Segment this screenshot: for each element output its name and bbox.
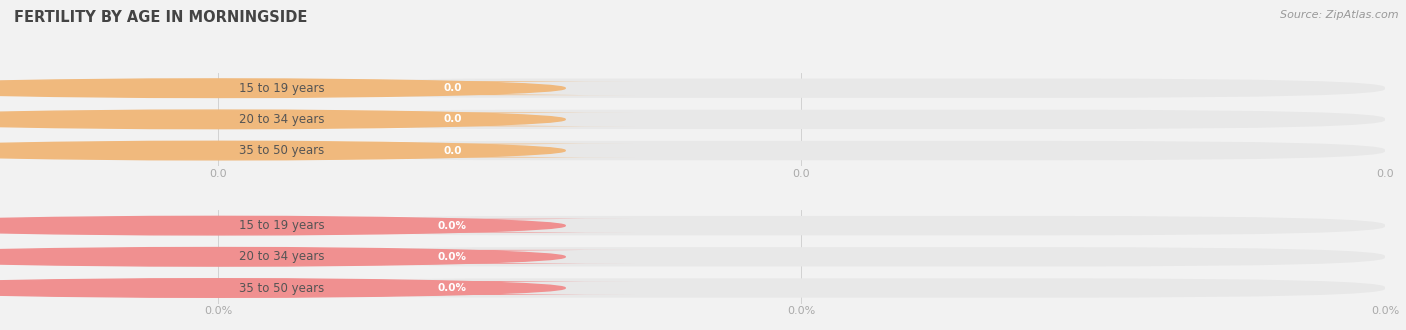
FancyBboxPatch shape xyxy=(218,79,1385,98)
Text: 0.0%: 0.0% xyxy=(439,283,467,293)
Text: 0.0: 0.0 xyxy=(443,83,461,93)
FancyBboxPatch shape xyxy=(167,216,501,235)
Text: 15 to 19 years: 15 to 19 years xyxy=(239,82,325,95)
FancyBboxPatch shape xyxy=(270,81,634,95)
FancyBboxPatch shape xyxy=(167,279,501,297)
FancyBboxPatch shape xyxy=(270,113,634,126)
FancyBboxPatch shape xyxy=(167,248,501,266)
Text: 20 to 34 years: 20 to 34 years xyxy=(239,113,325,126)
FancyBboxPatch shape xyxy=(218,141,1385,160)
FancyBboxPatch shape xyxy=(270,219,634,233)
Text: 0.0%: 0.0% xyxy=(439,221,467,231)
FancyBboxPatch shape xyxy=(218,247,1385,267)
Text: 35 to 50 years: 35 to 50 years xyxy=(239,281,325,294)
FancyBboxPatch shape xyxy=(218,278,1385,298)
FancyBboxPatch shape xyxy=(167,79,501,97)
FancyBboxPatch shape xyxy=(218,110,1385,129)
Circle shape xyxy=(0,110,565,129)
FancyBboxPatch shape xyxy=(167,142,501,160)
FancyBboxPatch shape xyxy=(270,250,634,264)
FancyBboxPatch shape xyxy=(270,144,634,157)
Text: 15 to 19 years: 15 to 19 years xyxy=(239,219,325,232)
Circle shape xyxy=(0,279,565,297)
FancyBboxPatch shape xyxy=(167,110,501,128)
Text: 0.0: 0.0 xyxy=(443,146,461,155)
Text: 20 to 34 years: 20 to 34 years xyxy=(239,250,325,263)
FancyBboxPatch shape xyxy=(218,216,1385,235)
Text: 0.0%: 0.0% xyxy=(439,252,467,262)
Text: Source: ZipAtlas.com: Source: ZipAtlas.com xyxy=(1281,10,1399,20)
Circle shape xyxy=(0,216,565,235)
Text: 35 to 50 years: 35 to 50 years xyxy=(239,144,325,157)
Text: FERTILITY BY AGE IN MORNINGSIDE: FERTILITY BY AGE IN MORNINGSIDE xyxy=(14,10,308,25)
Circle shape xyxy=(0,248,565,266)
Text: 0.0: 0.0 xyxy=(443,115,461,124)
FancyBboxPatch shape xyxy=(270,281,634,295)
Circle shape xyxy=(0,79,565,97)
Circle shape xyxy=(0,141,565,160)
